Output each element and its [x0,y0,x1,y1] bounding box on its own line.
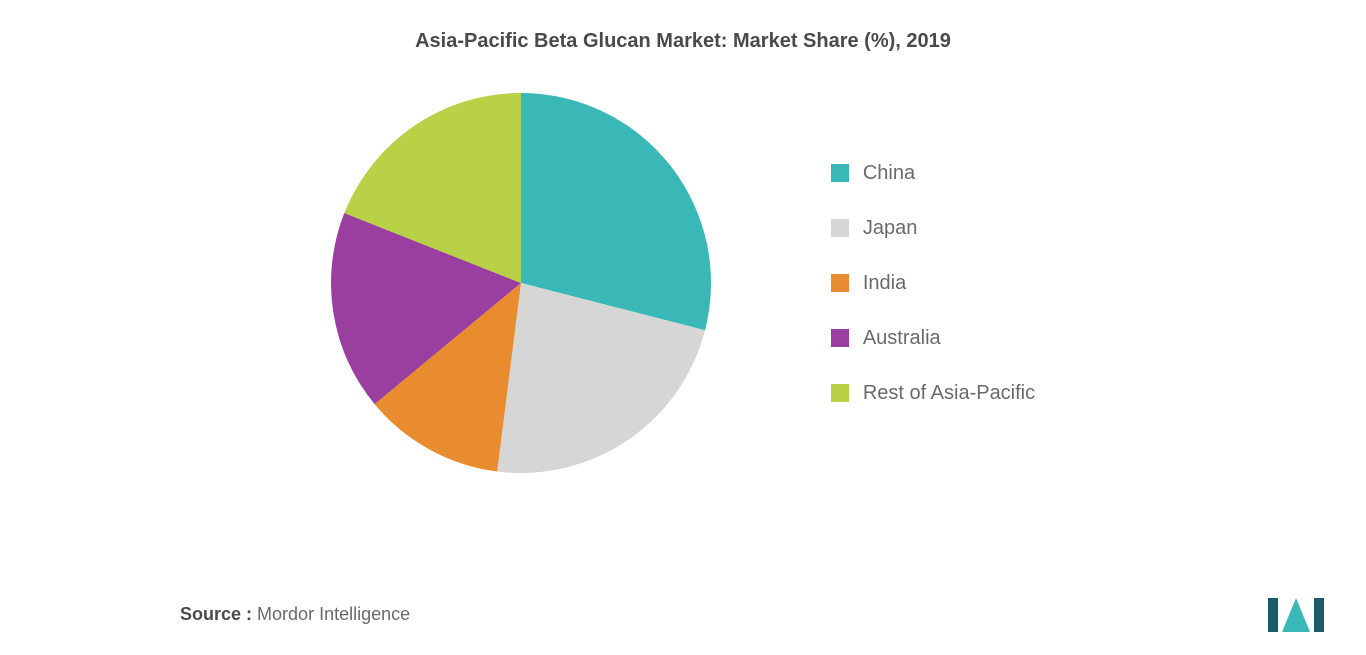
legend-item-japan: Japan [831,217,1035,240]
chart-area: China Japan India Australia Rest of Asia-Pac… [40,93,1326,473]
source-attribution: Source : Mordor Intelligence [180,604,410,625]
legend-label: Australia [863,327,941,350]
legend-label: China [863,162,915,185]
legend-swatch-icon [831,384,849,402]
legend-label: India [863,272,906,295]
legend-swatch-icon [831,219,849,237]
legend-item-australia: Australia [831,327,1035,350]
chart-title: Asia-Pacific Beta Glucan Market: Market … [40,30,1326,53]
mordor-logo-icon [1266,590,1326,635]
legend-swatch-icon [831,329,849,347]
legend-item-rest-of-asia-pacific: Rest of Asia-Pacific [831,382,1035,405]
legend-item-india: India [831,272,1035,295]
source-value: Mordor Intelligence [257,604,410,624]
legend: China Japan India Australia Rest of Asia-Pac… [831,162,1035,405]
legend-item-china: China [831,162,1035,185]
legend-label: Japan [863,217,918,240]
chart-container: Asia-Pacific Beta Glucan Market: Market … [0,0,1366,655]
legend-label: Rest of Asia-Pacific [863,382,1035,405]
source-label: Source : [180,604,252,624]
legend-swatch-icon [831,164,849,182]
legend-swatch-icon [831,274,849,292]
pie-chart [331,93,711,473]
